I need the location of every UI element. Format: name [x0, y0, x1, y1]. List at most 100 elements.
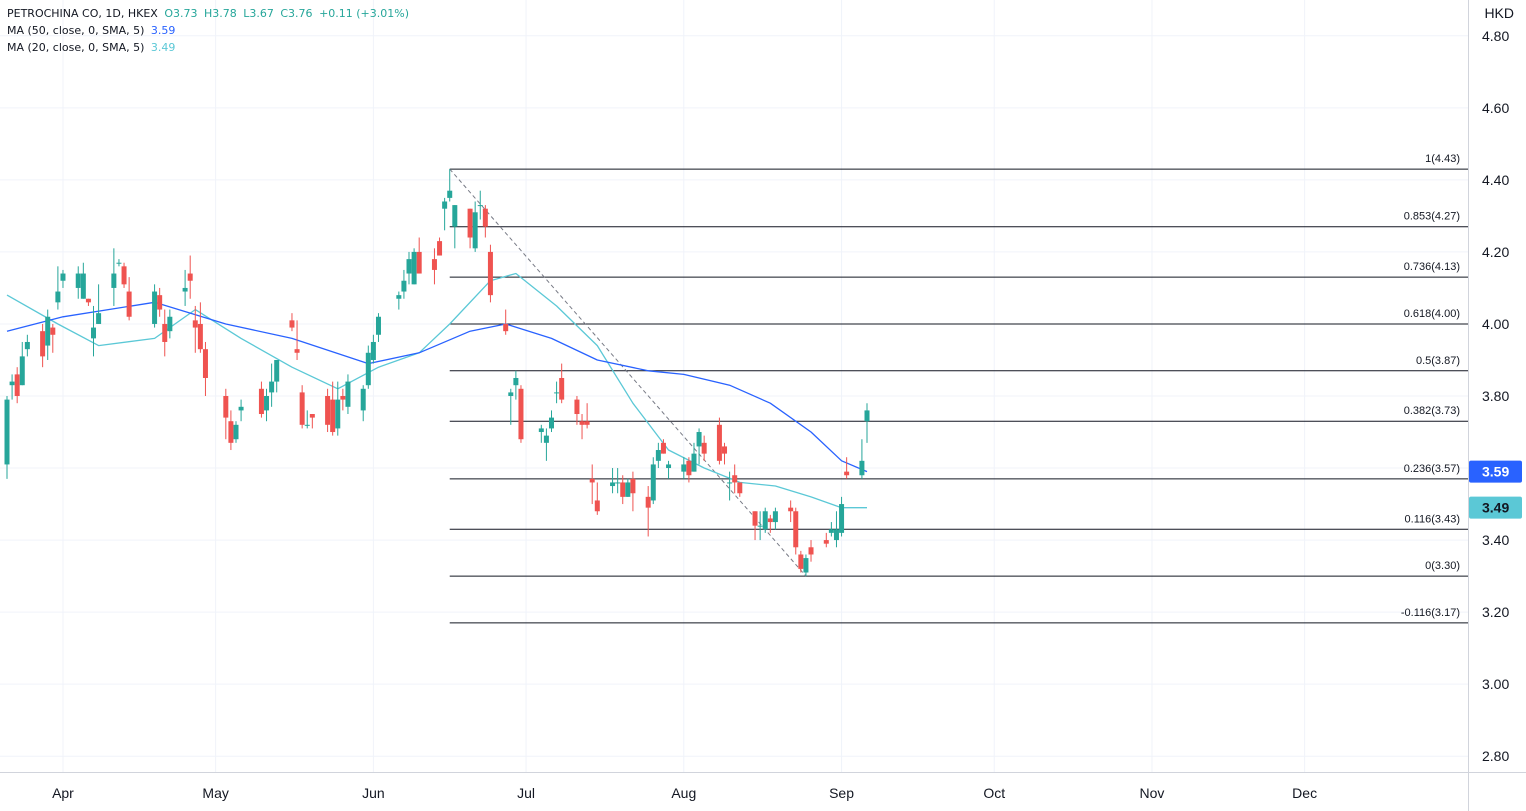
candle: [554, 381, 560, 404]
candle: [767, 514, 773, 533]
candle: [121, 262, 127, 288]
candle-body: [187, 273, 193, 281]
candle-body: [411, 251, 417, 285]
candle-body: [701, 442, 707, 454]
candle: [299, 385, 305, 429]
candle: [727, 471, 733, 501]
candle-body: [330, 399, 336, 433]
candle: [274, 359, 280, 393]
candle: [197, 302, 203, 353]
candle: [60, 269, 66, 288]
candle-body: [737, 482, 743, 494]
candle: [722, 442, 728, 465]
candle-body: [401, 280, 407, 292]
candle: [798, 550, 804, 573]
candle-body: [233, 424, 239, 440]
candle-body: [437, 241, 443, 256]
candle-body: [559, 377, 565, 400]
candle: [859, 439, 865, 479]
candle: [55, 266, 61, 310]
candle: [716, 417, 722, 465]
candle-body: [91, 327, 97, 339]
low-value: L3.67: [243, 7, 274, 20]
candle-body: [660, 442, 666, 454]
candle-body: [192, 320, 198, 328]
candle-body: [431, 259, 437, 270]
ma20-legend-row[interactable]: MA (20, close, 0, SMA, 5) 3.49: [7, 39, 409, 56]
candle: [304, 410, 310, 429]
candle-body: [264, 396, 270, 411]
candle: [650, 457, 656, 505]
ma50-label: MA (50, close, 0, SMA, 5): [7, 24, 145, 37]
candle-body: [406, 259, 412, 274]
candle: [477, 190, 483, 220]
ma50-legend-row[interactable]: MA (50, close, 0, SMA, 5) 3.59: [7, 22, 409, 39]
candle: [762, 507, 768, 533]
month-tick-label: Oct: [983, 785, 1005, 801]
symbol-label: PETROCHINA CO, 1D, HKEX: [7, 7, 158, 20]
candle-body: [162, 323, 168, 342]
candle: [503, 309, 509, 335]
month-tick-label: Nov: [1140, 785, 1165, 801]
candle-body: [722, 446, 728, 454]
candle: [162, 309, 168, 357]
candle-body: [126, 291, 132, 317]
ma20-line: [6, 272, 867, 509]
close-value: C3.76: [280, 7, 313, 20]
trend-line[interactable]: [449, 168, 807, 577]
candle: [4, 396, 10, 479]
moving-averages: [6, 272, 868, 509]
fibonacci-retracement[interactable]: 1(4.43) 0.853(4.27) 0.736(4.13) 0.618(4.00)…: [449, 153, 1468, 624]
candle: [9, 374, 15, 400]
candle: [437, 237, 443, 256]
candle-body: [839, 504, 845, 533]
candle: [19, 341, 25, 386]
candle-body: [121, 266, 127, 285]
candle-body: [375, 316, 381, 335]
candle-body: [513, 377, 519, 386]
candle: [803, 554, 809, 577]
candle: [50, 323, 56, 353]
candle-body: [548, 417, 554, 429]
candle-body: [152, 291, 158, 324]
ma50-price-badge: [1469, 460, 1522, 483]
candle: [24, 334, 30, 357]
price-axis[interactable]: 2.803.003.203.403.603.804.004.204.404.60…: [1482, 28, 1509, 764]
candle: [645, 486, 651, 537]
candle: [772, 507, 778, 530]
candle-body: [442, 201, 448, 209]
candle-body: [645, 496, 651, 508]
candle-body: [116, 262, 122, 264]
candle-body: [396, 295, 402, 299]
candle: [187, 255, 193, 299]
candle-body: [610, 482, 616, 487]
candle: [732, 464, 738, 494]
candle-body: [584, 421, 590, 425]
candle-body: [650, 464, 656, 501]
candle-body: [223, 396, 229, 418]
ma20-value: 3.49: [150, 41, 176, 54]
candle: [737, 482, 743, 497]
candle: [401, 269, 407, 299]
candle: [579, 414, 585, 440]
candle-body: [477, 205, 483, 207]
candle-body: [803, 558, 809, 573]
candlestick-series: [4, 169, 870, 577]
candle: [152, 284, 158, 328]
candle: [96, 284, 102, 324]
candle: [289, 313, 295, 332]
candle-body: [299, 392, 305, 425]
candle: [406, 251, 412, 285]
month-tick-label: Aug: [671, 785, 696, 801]
time-axis[interactable]: Apr May Jun Jul Aug Sep Oct Nov Dec: [52, 785, 1317, 801]
candle-body: [258, 388, 264, 415]
candle: [482, 205, 488, 238]
candle: [864, 403, 870, 443]
candle: [228, 410, 234, 451]
candle-body: [864, 410, 870, 422]
candle-body: [472, 212, 478, 249]
candle: [630, 471, 636, 512]
candle-body: [167, 316, 173, 332]
